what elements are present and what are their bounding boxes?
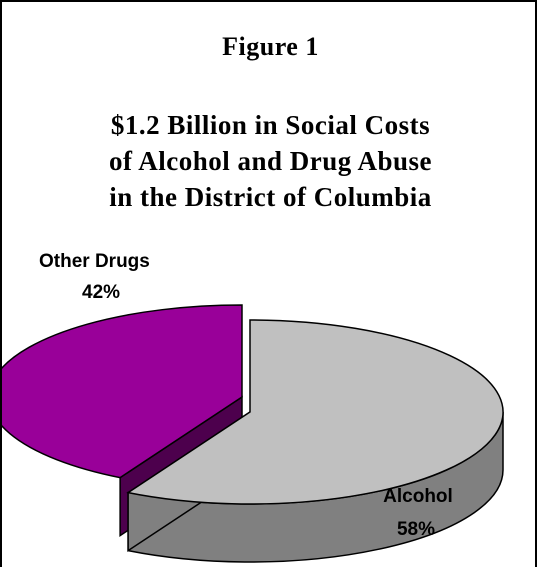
slice-other-drugs-top bbox=[2, 304, 243, 479]
slice-label-alcohol: Alcohol bbox=[383, 486, 453, 507]
chart-title-line-2: of Alcohol and Drug Abuse bbox=[108, 146, 433, 176]
slice-value-alcohol: 58% bbox=[397, 519, 435, 540]
figure-label: Figure 1 bbox=[222, 32, 319, 61]
slice-alcohol bbox=[126, 319, 504, 563]
slice-alcohol-top bbox=[126, 319, 504, 505]
chart-title-line-1: $1.2 Billion in Social Costs bbox=[110, 110, 431, 140]
slice-label-other-drugs: Other Drugs bbox=[39, 251, 150, 272]
slice-value-other-drugs: 42% bbox=[82, 282, 120, 303]
chart-title-line-3: in the District of Columbia bbox=[109, 182, 432, 212]
